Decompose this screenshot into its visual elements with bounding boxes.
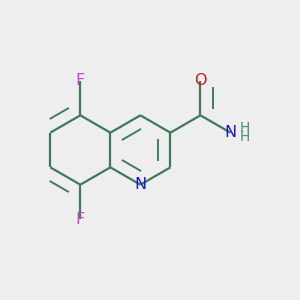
Text: N: N [134, 177, 146, 192]
Text: F: F [76, 73, 85, 88]
Text: O: O [194, 73, 207, 88]
Text: F: F [76, 212, 85, 227]
Text: H: H [240, 121, 250, 135]
Text: H: H [240, 130, 250, 144]
Text: N: N [224, 125, 237, 140]
